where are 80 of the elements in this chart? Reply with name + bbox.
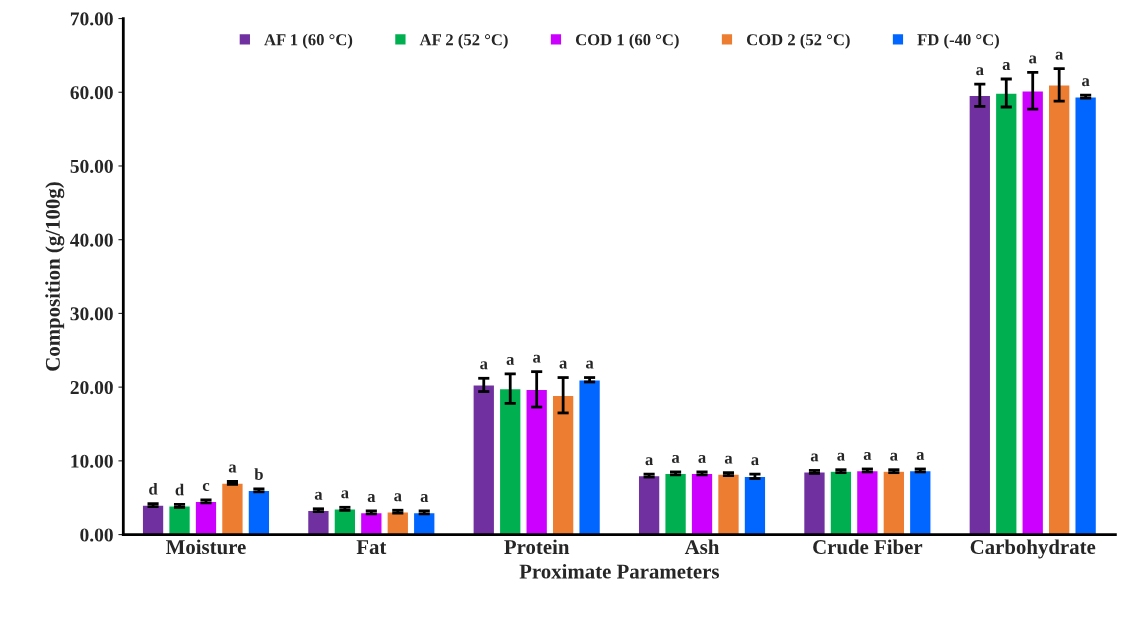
y-tick-label: 40.00 xyxy=(70,233,113,247)
data-label: a xyxy=(751,457,759,466)
data-label: a xyxy=(724,455,733,464)
data-label: a xyxy=(976,67,984,76)
data-label: d xyxy=(149,482,158,495)
bar xyxy=(1021,90,1045,535)
x-axis-title: Proximate Parameters xyxy=(519,563,720,579)
y-tick-label: 50.00 xyxy=(70,159,113,173)
data-label: d xyxy=(175,483,184,496)
bar xyxy=(908,469,932,535)
bar xyxy=(1047,84,1071,535)
bar xyxy=(141,504,165,535)
bar xyxy=(578,379,602,535)
bar xyxy=(802,471,827,535)
x-tick-label: Ash xyxy=(684,539,720,555)
bar xyxy=(306,509,330,535)
data-label: b xyxy=(254,468,263,480)
legend-label: FD (-40 °C) xyxy=(917,33,999,49)
bar xyxy=(882,470,906,535)
x-tick-label: Crude Fiber xyxy=(813,539,923,555)
bar xyxy=(690,472,714,535)
data-label: a xyxy=(533,354,541,363)
data-label: a xyxy=(916,452,925,461)
data-label: a xyxy=(314,491,323,500)
data-label: a xyxy=(1029,55,1037,64)
data-label: a xyxy=(645,457,654,466)
bar xyxy=(194,500,218,535)
bar xyxy=(359,511,383,535)
data-label: a xyxy=(506,356,515,365)
bar xyxy=(829,470,853,535)
bar xyxy=(412,511,436,535)
x-tick-label: Moisture xyxy=(166,539,246,555)
y-tick-label: 30.00 xyxy=(70,307,113,321)
bar xyxy=(743,475,767,535)
bar xyxy=(994,92,1018,535)
bar xyxy=(1074,95,1098,535)
bar xyxy=(220,482,244,535)
bar xyxy=(247,489,271,535)
bar xyxy=(167,505,192,535)
data-label: a xyxy=(341,490,349,499)
bar xyxy=(664,472,688,535)
data-label: a xyxy=(394,493,402,502)
data-label: a xyxy=(890,452,898,461)
x-tick-label: Carbohydrate xyxy=(970,539,1096,559)
x-tick-label: Fat xyxy=(356,540,387,555)
bar xyxy=(525,388,549,535)
data-label: a xyxy=(367,494,376,503)
y-tick-label: 10.00 xyxy=(71,454,113,468)
data-label: a xyxy=(420,494,429,503)
legend-label: AF 2 (52 °C) xyxy=(419,33,508,49)
y-tick-label: 20.00 xyxy=(70,380,113,395)
data-label: a xyxy=(585,360,594,369)
legend-label: COD 1 (60 °C) xyxy=(575,33,679,49)
bar xyxy=(472,384,496,535)
bar xyxy=(968,94,992,535)
bar xyxy=(637,474,661,535)
data-label: a xyxy=(228,464,237,473)
y-tick-label: 60.00 xyxy=(70,86,113,100)
data-label: c xyxy=(202,482,210,491)
y-axis-title: Composition (g/100g) xyxy=(45,182,65,371)
data-label: a xyxy=(559,360,568,369)
x-tick-label: Protein xyxy=(504,539,570,555)
legend-label: COD 2 (52 °C) xyxy=(746,33,850,49)
data-label: a xyxy=(671,454,680,463)
y-tick-label: 70.00 xyxy=(70,12,113,26)
bar xyxy=(333,508,357,535)
bar xyxy=(716,473,741,535)
bar xyxy=(498,387,522,535)
data-label: a xyxy=(810,453,819,462)
bar xyxy=(855,469,879,535)
data-label: a xyxy=(698,454,706,463)
data-label: a xyxy=(1002,62,1011,71)
data-label: a xyxy=(480,361,488,370)
data-label: a xyxy=(1082,78,1090,87)
data-label: a xyxy=(1055,51,1064,60)
data-label: a xyxy=(863,452,872,461)
bar xyxy=(551,394,575,535)
legend-label: AF 1 (60 °C) xyxy=(264,33,353,49)
y-tick-label: 0.00 xyxy=(80,528,113,542)
data-label: a xyxy=(837,452,845,461)
